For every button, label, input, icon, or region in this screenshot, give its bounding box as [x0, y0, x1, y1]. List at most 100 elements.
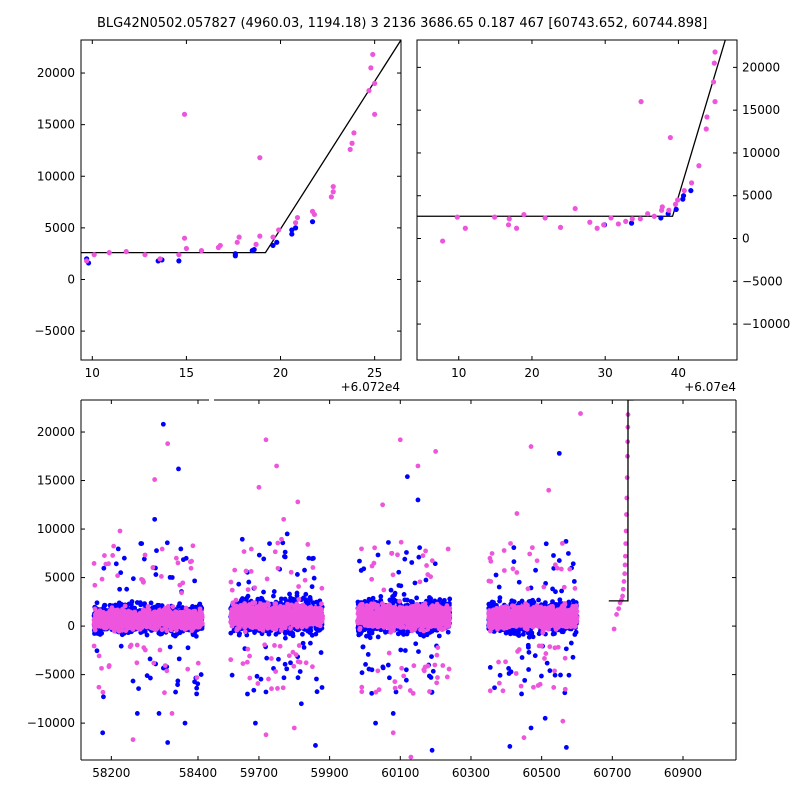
- blue-point: [283, 550, 288, 555]
- pink-point: [331, 189, 336, 194]
- pink-point: [101, 690, 106, 695]
- pink-point: [134, 621, 139, 626]
- pink-point: [164, 668, 169, 673]
- blue-point: [302, 645, 307, 650]
- pink-point: [595, 226, 600, 231]
- pink-point: [244, 569, 249, 574]
- blue-point: [267, 632, 272, 637]
- blue-point: [199, 672, 204, 677]
- pink-point: [303, 607, 308, 612]
- pink-point: [492, 215, 497, 220]
- blue-point: [414, 596, 419, 601]
- pink-point: [275, 686, 280, 691]
- blue-point: [303, 592, 308, 597]
- pink-point: [368, 65, 373, 70]
- blue-point: [427, 595, 432, 600]
- pink-point: [243, 629, 248, 634]
- pink-point: [234, 614, 239, 619]
- pink-point: [194, 620, 199, 625]
- blue-point: [129, 602, 134, 607]
- blue-point: [295, 572, 300, 577]
- pink-point: [191, 543, 196, 548]
- blue-point: [368, 635, 373, 640]
- pink-point: [188, 559, 193, 564]
- x-offset-label: +6.07e4: [684, 380, 736, 394]
- blue-point: [283, 555, 288, 560]
- pink-point: [682, 188, 687, 193]
- blue-point: [288, 631, 293, 636]
- pink-point: [297, 643, 302, 648]
- blue-point: [251, 688, 256, 693]
- pink-point: [351, 130, 356, 135]
- pink-point: [244, 605, 249, 610]
- pink-point: [312, 212, 317, 217]
- pink-point: [587, 220, 592, 225]
- pink-point: [100, 577, 105, 582]
- pink-point: [249, 608, 254, 613]
- pink-point: [189, 566, 194, 571]
- pink-point: [257, 155, 262, 160]
- blue-point: [293, 225, 298, 230]
- pink-point: [92, 252, 97, 257]
- blue-point: [168, 575, 173, 580]
- pink-point: [601, 222, 606, 227]
- y-tick-label: 15000: [37, 118, 75, 132]
- blue-point: [95, 600, 100, 605]
- pink-point: [124, 249, 129, 254]
- blue-point: [288, 596, 293, 601]
- pink-point: [175, 615, 180, 620]
- blue-point: [257, 553, 262, 558]
- pink-point: [266, 677, 271, 682]
- blue-point: [283, 662, 288, 667]
- blue-point: [153, 572, 158, 577]
- pink-point: [660, 204, 665, 209]
- pink-point: [195, 675, 200, 680]
- pink-point: [273, 669, 278, 674]
- pink-point: [199, 616, 204, 621]
- pink-point: [257, 234, 262, 239]
- blue-point: [300, 632, 305, 637]
- pink-point: [98, 621, 103, 626]
- pink-point: [129, 643, 134, 648]
- pink-point: [162, 690, 167, 695]
- pink-point: [235, 240, 240, 245]
- pink-point: [92, 621, 97, 626]
- pink-point: [255, 681, 260, 686]
- pink-point: [266, 602, 271, 607]
- y-tick-label: 20000: [37, 66, 75, 80]
- blue-point: [175, 679, 180, 684]
- pink-point: [668, 135, 673, 140]
- pink-point: [507, 216, 512, 221]
- blue-point: [135, 600, 140, 605]
- pink-point: [258, 616, 263, 621]
- pink-point: [150, 619, 155, 624]
- pink-point: [372, 112, 377, 117]
- blue-point: [437, 634, 442, 639]
- blue-point: [236, 582, 241, 587]
- pink-point: [440, 238, 445, 243]
- pink-point: [230, 611, 235, 616]
- pink-point: [176, 619, 181, 624]
- pink-point: [287, 653, 292, 658]
- pink-point: [299, 623, 304, 628]
- pink-point: [247, 676, 252, 681]
- pink-point: [199, 248, 204, 253]
- pink-point: [294, 652, 299, 657]
- blue-point: [171, 633, 176, 638]
- pink-point: [296, 584, 301, 589]
- y-tick-label: 20000: [742, 60, 780, 74]
- x-tick-label: 25: [367, 366, 382, 380]
- pink-point: [521, 212, 526, 217]
- blue-point: [320, 685, 325, 690]
- blue-point: [142, 557, 147, 562]
- pink-point: [638, 99, 643, 104]
- pink-point: [123, 612, 128, 617]
- x-tick-label: 20: [273, 366, 288, 380]
- pink-point: [273, 601, 278, 606]
- pink-point: [281, 621, 286, 626]
- pink-point: [111, 544, 116, 549]
- pink-point: [196, 661, 201, 666]
- pink-point: [349, 141, 354, 146]
- pink-point: [712, 49, 717, 54]
